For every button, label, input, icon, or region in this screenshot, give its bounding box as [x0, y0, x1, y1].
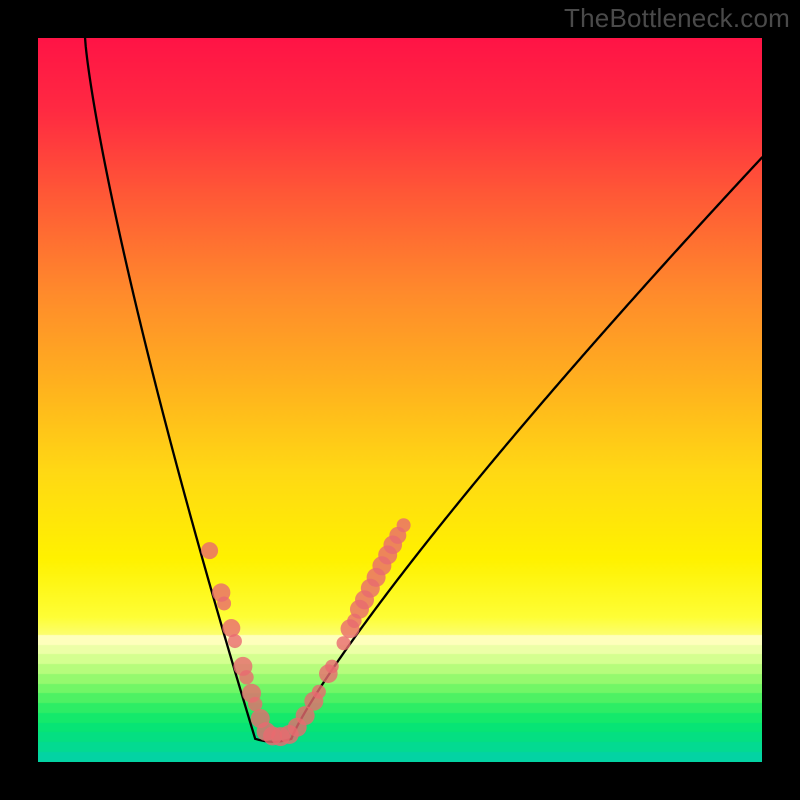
data-marker — [239, 670, 253, 684]
dip-curve — [85, 38, 762, 742]
data-marker — [201, 542, 218, 559]
data-marker — [337, 636, 351, 650]
plot-area — [38, 38, 762, 762]
watermark-text: TheBottleneck.com — [564, 3, 790, 34]
data-marker — [217, 596, 231, 610]
data-marker — [228, 634, 242, 648]
data-marker — [312, 685, 326, 699]
data-marker — [222, 619, 240, 637]
data-marker — [325, 660, 339, 674]
curve-layer — [38, 38, 762, 762]
data-marker — [397, 518, 411, 532]
chart-stage: TheBottleneck.com — [0, 0, 800, 800]
